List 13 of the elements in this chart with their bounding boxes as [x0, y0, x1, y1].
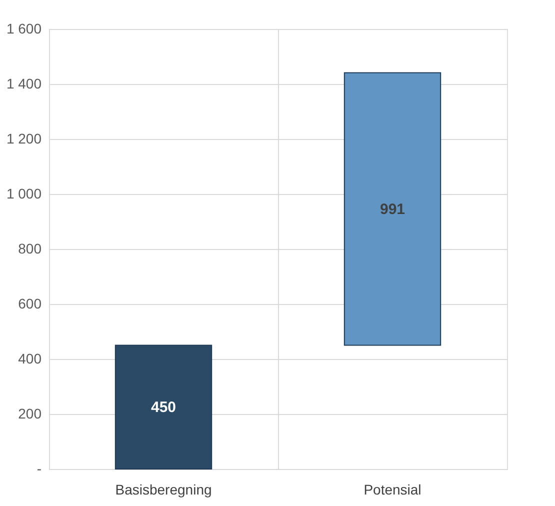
x-tick-label: Basisberegning	[115, 482, 212, 498]
y-tick-label: 600	[18, 296, 42, 312]
y-tick-label: 1 200	[6, 130, 42, 146]
y-tick-label: 200	[18, 406, 42, 422]
y-tick-label: 1 400	[6, 76, 42, 92]
y-tick-label: 400	[18, 350, 42, 366]
y-tick-label: 800	[18, 240, 42, 256]
y-tick-label: 1 600	[6, 20, 42, 36]
y-tick-label: 1 000	[6, 186, 42, 202]
y-tick-label: -	[36, 460, 42, 476]
data-label: 450	[150, 399, 176, 416]
x-tick-label: Potensial	[364, 482, 422, 498]
data-label: 991	[380, 200, 406, 218]
